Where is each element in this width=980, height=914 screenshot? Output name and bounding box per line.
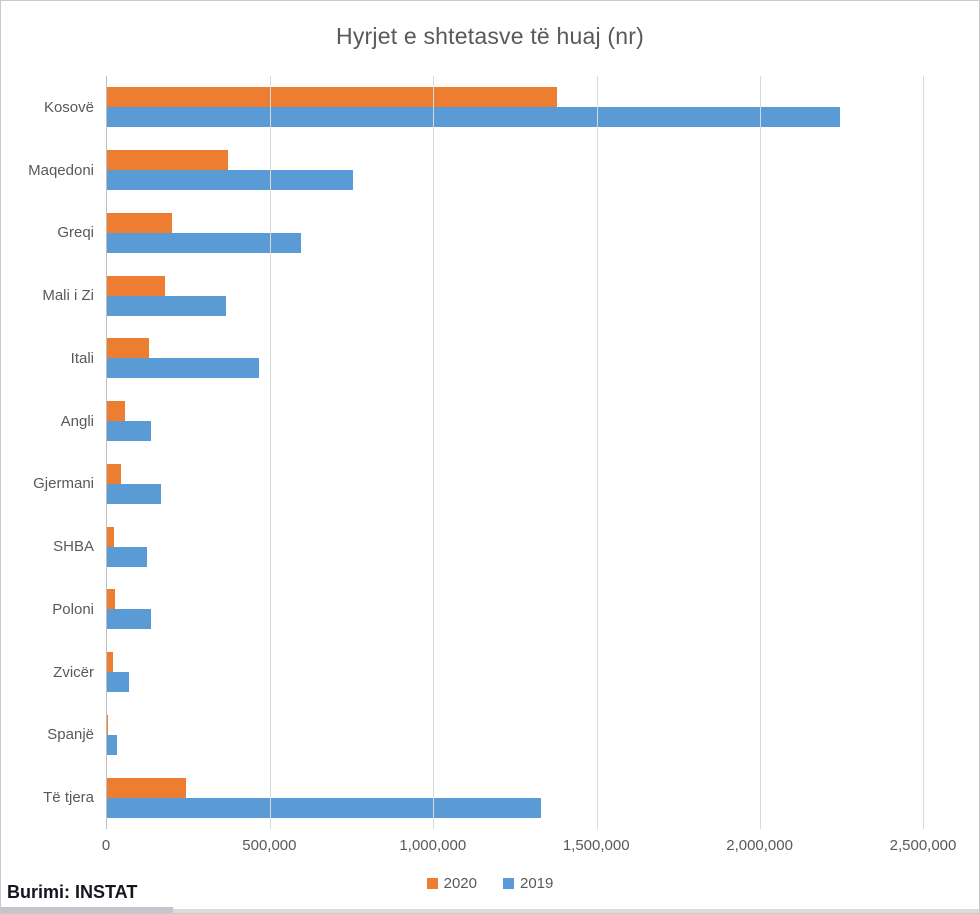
- x-axis: 0 500,000 1,000,000 1,500,000 2,000,000 2,500…: [102, 837, 957, 859]
- category-labels: Kosovë Maqedoni Greqi Mali i Zi Itali Angli Gj…: [1, 76, 96, 829]
- bar-2019: [107, 609, 152, 630]
- category-label: Zvicër: [53, 663, 94, 681]
- gridline: [923, 76, 924, 829]
- bar-2020: [107, 338, 149, 359]
- category-label: Mali i Zi: [42, 287, 94, 305]
- bar-2020: [107, 212, 173, 233]
- x-tick-label: 0: [101, 837, 111, 854]
- chart-row: [107, 578, 923, 641]
- chart-row: [107, 327, 923, 390]
- x-tick-label: 1,000,000: [399, 837, 467, 854]
- category-label: SHBA: [53, 538, 94, 556]
- x-tick-label: 2,000,000: [726, 837, 793, 854]
- bar-2020: [107, 150, 228, 171]
- bar-2020: [107, 714, 109, 735]
- chart-row: [107, 139, 923, 202]
- bar-2020: [107, 275, 165, 296]
- gridline: [270, 76, 272, 829]
- chart-row: [107, 453, 923, 516]
- bottom-strip-left: [1, 907, 173, 913]
- bar-2020: [107, 526, 115, 547]
- legend: 2020 2019: [1, 875, 979, 892]
- bar-rows: [107, 76, 923, 829]
- chart-row: [107, 641, 923, 704]
- bar-2020: [107, 87, 558, 108]
- legend-label-2020: 2020: [443, 875, 477, 892]
- chart-row: [107, 515, 923, 578]
- gridline: [759, 76, 761, 829]
- category-label: Angli: [60, 412, 94, 430]
- category-label: Të tjera: [43, 789, 94, 807]
- chart-row: [107, 390, 923, 453]
- chart-row: [107, 76, 923, 139]
- bar-2019: [107, 734, 118, 755]
- category-label: Gjermani: [33, 475, 94, 493]
- bar-2019: [107, 546, 147, 567]
- bar-2019: [107, 421, 152, 442]
- bar-2019: [107, 107, 840, 128]
- bar-2019: [107, 483, 161, 504]
- source-note: Burimi: INSTAT: [7, 882, 138, 902]
- chart-row: [107, 766, 923, 829]
- chart-row: [107, 264, 923, 327]
- category-label: Maqedoni: [28, 161, 94, 179]
- bar-2020: [107, 401, 125, 422]
- bar-2020: [107, 463, 122, 484]
- bar-2019: [107, 232, 302, 253]
- legend-label-2019: 2019: [520, 875, 554, 892]
- gridline: [596, 76, 598, 829]
- x-tick-label: 500,000: [242, 837, 297, 854]
- category-label: Itali: [70, 349, 94, 367]
- legend-item-2020: 2020: [426, 875, 477, 892]
- chart-row: [107, 704, 923, 767]
- x-tick-label: 1,500,000: [562, 837, 630, 854]
- bottom-strip: [1, 909, 979, 913]
- category-label: Poloni: [52, 600, 94, 618]
- chart-title: Hyrjet e shtetasve të huaj (nr): [336, 23, 644, 49]
- bar-2020: [107, 589, 116, 610]
- plot-area: [106, 76, 924, 829]
- x-tick-label: 2,500,000: [889, 837, 957, 854]
- category-label: Greqi: [57, 224, 94, 242]
- bar-2019: [107, 170, 354, 191]
- category-label: Kosovë: [43, 98, 94, 116]
- chart-row: [107, 202, 923, 265]
- bar-2019: [107, 295, 227, 316]
- legend-item-2019: 2019: [503, 875, 553, 892]
- gridline: [433, 76, 435, 829]
- bar-2019: [107, 797, 542, 818]
- bar-2020: [107, 652, 113, 673]
- category-label: Spanjë: [47, 726, 94, 744]
- bar-2019: [107, 672, 129, 693]
- legend-swatch-2020-icon: [426, 878, 438, 889]
- bar-2019: [107, 358, 259, 379]
- bar-2020: [107, 777, 187, 798]
- legend-swatch-2019-icon: [503, 878, 514, 889]
